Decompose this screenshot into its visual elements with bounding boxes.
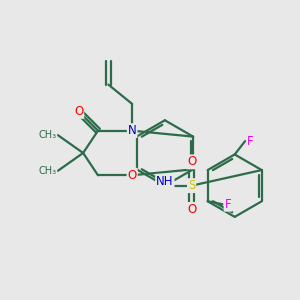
Text: O: O [74, 105, 83, 118]
Text: CH₃: CH₃ [38, 166, 56, 176]
Text: F: F [247, 135, 254, 148]
Text: O: O [187, 203, 196, 216]
Text: CH₃: CH₃ [38, 130, 56, 140]
Text: O: O [187, 155, 196, 168]
Text: S: S [188, 179, 195, 192]
Text: O: O [128, 169, 137, 182]
Text: NH: NH [156, 175, 174, 188]
Text: N: N [128, 124, 136, 137]
Text: F: F [225, 198, 231, 211]
